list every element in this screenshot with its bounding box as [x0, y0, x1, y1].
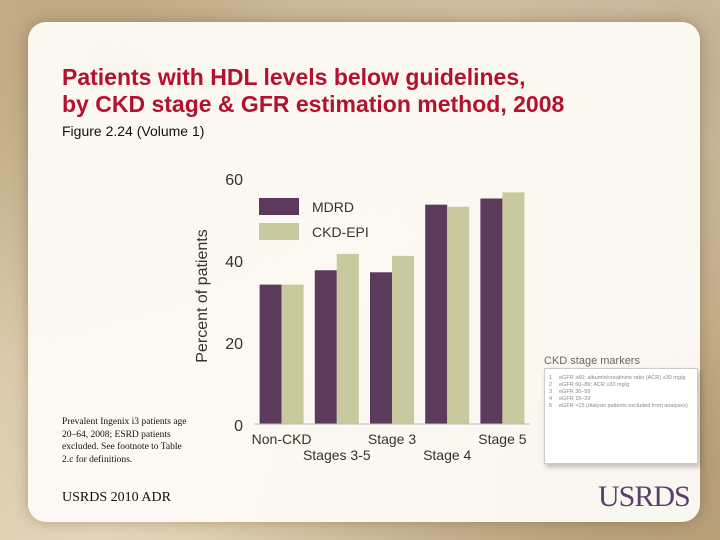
stage-marker-item: 1 eGFR ≥60; albumin/creatinine ratio (ACR… — [549, 375, 697, 382]
usrds-logo: USRDS — [598, 480, 691, 514]
legend-label-ckd-epi: CKD-EPI — [312, 224, 369, 240]
footnote: Prevalent Ingenix i3 patients age 20–64,… — [62, 417, 187, 465]
stage-marker-item: 5 eGFR <15 (dialysis patients excluded fr… — [549, 403, 697, 410]
bar-mdrd — [314, 270, 337, 424]
stage-markers-box: 1 eGFR ≥60; albumin/creatinine ratio (ACR… — [544, 368, 698, 464]
stage-markers-title: CKD stage markers — [544, 355, 640, 367]
legend-swatch-ckd-epi — [259, 223, 299, 240]
y-tick-label: 60 — [225, 172, 243, 189]
bar-ckd-epi — [502, 192, 525, 424]
x-category-label: Stages 3-5 — [303, 447, 371, 463]
legend-swatch-mdrd — [259, 198, 299, 215]
stage-marker-number: 3 — [549, 389, 553, 395]
y-tick-label: 20 — [225, 336, 243, 353]
stage-marker-text: eGFR <15 (dialysis patients excluded fro… — [559, 403, 688, 409]
x-category-label: Stage 5 — [478, 431, 526, 447]
bar-ckd-epi — [281, 284, 304, 424]
figure-subtitle: Figure 2.24 (Volume 1) — [62, 123, 205, 139]
stage-marker-item: 4 eGFR 15–29 — [549, 396, 697, 403]
logo-text: USRDS — [598, 480, 691, 513]
bar-mdrd — [259, 284, 282, 424]
x-category-label: Stage 4 — [423, 447, 471, 463]
stage-marker-number: 5 — [549, 403, 553, 409]
stage-marker-number: 2 — [549, 382, 553, 388]
stage-marker-number: 4 — [549, 396, 553, 402]
y-tick-label: 0 — [234, 418, 243, 435]
slide-title: Patients with HDL levels below guideline… — [62, 64, 702, 118]
legend-label-mdrd: MDRD — [312, 199, 354, 215]
bar-ckd-epi — [336, 253, 359, 424]
stage-marker-text: eGFR 15–29 — [559, 396, 591, 402]
y-tick-label: 40 — [225, 254, 243, 271]
stage-markers-list: 1 eGFR ≥60; albumin/creatinine ratio (ACR… — [549, 375, 697, 410]
stage-marker-text: eGFR 30–59 — [559, 389, 591, 395]
bar-mdrd — [425, 204, 448, 424]
stage-marker-item: 3 eGFR 30–59 — [549, 389, 697, 396]
source-label: USRDS 2010 ADR — [62, 490, 171, 505]
bar-mdrd — [370, 272, 392, 424]
bar-ckd-epi — [447, 206, 470, 424]
stage-marker-number: 1 — [549, 375, 553, 381]
x-category-label: Non-CKD — [252, 431, 312, 447]
title-line-2: by CKD stage & GFR estimation method, 20… — [62, 91, 565, 117]
x-category-label: Stage 3 — [368, 431, 416, 447]
y-axis-title: Percent of patients — [194, 229, 211, 362]
stage-marker-item: 2 eGFR 60–89; ACR ≥30 mg/g — [549, 382, 697, 389]
bar-mdrd — [480, 198, 503, 424]
stage-marker-text: eGFR 60–89; ACR ≥30 mg/g — [559, 382, 630, 388]
bar-ckd-epi — [392, 255, 414, 424]
stage-marker-text: eGFR ≥60; albumin/creatinine ratio (ACR)… — [559, 375, 686, 381]
title-line-1: Patients with HDL levels below guideline… — [62, 64, 526, 90]
